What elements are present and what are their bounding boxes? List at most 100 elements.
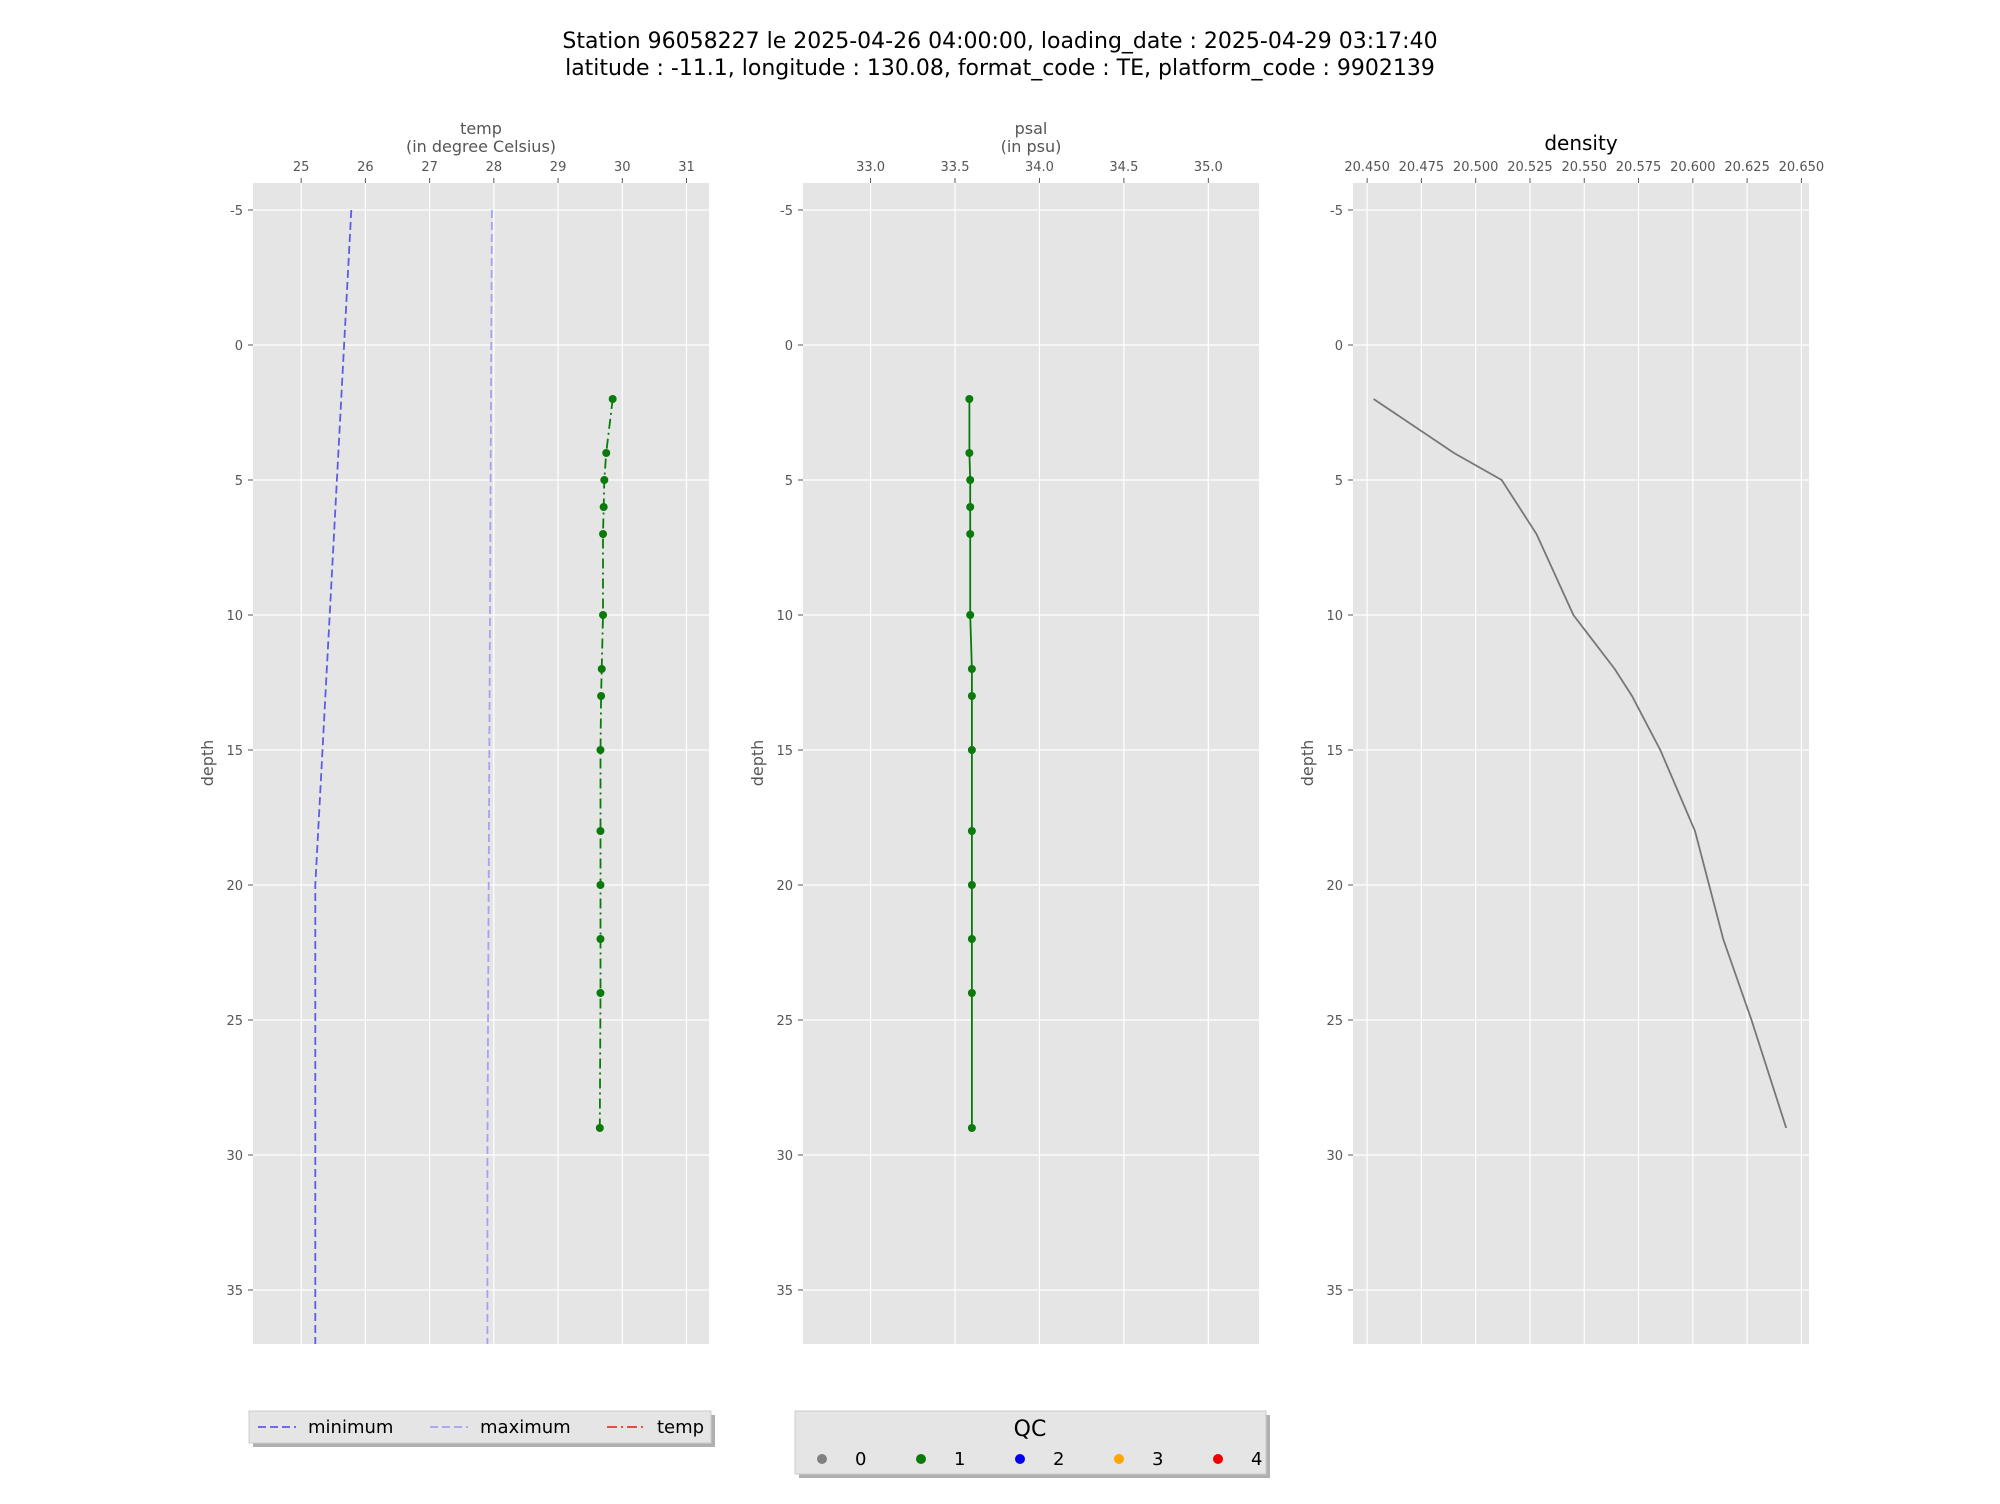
psal-x-tick-label: 33.5 [941, 160, 970, 175]
psal-data-point [966, 611, 975, 619]
density-y-tick-label: 5 [1335, 474, 1343, 489]
line-legend-box [248, 1410, 712, 1444]
density-x-tick-label: 20.500 [1453, 160, 1499, 175]
psal-data-point [967, 692, 976, 700]
figure-title-line1: Station 96058227 le 2025-04-26 04:00:00,… [562, 29, 1437, 54]
psal-data-point [967, 827, 976, 835]
psal-data-point [967, 881, 976, 889]
density-y-tick-label: -5 [1330, 204, 1343, 219]
maximum-legend-label: maximum [480, 1417, 571, 1438]
line-legend: minimum maximum temp [248, 1410, 715, 1447]
qc-4-legend-label: 4 [1251, 1449, 1262, 1470]
psal-data-point [967, 1124, 976, 1132]
temp-xlabel-line1: temp [460, 119, 502, 138]
psal-x-tick-label: 34.5 [1109, 160, 1138, 175]
psal-series-line [968, 399, 973, 1128]
temp-y-tick-label: 15 [226, 744, 243, 759]
qc-legend-title: QC [1014, 1417, 1047, 1442]
temp-data-point [596, 746, 605, 754]
psal-x-tick-label: 34.0 [1025, 160, 1054, 175]
psal-xlabel-line2: (in psu) [1001, 137, 1062, 156]
temp-data-point [599, 503, 608, 511]
temp-data-point [599, 611, 608, 619]
temp-plot-area [253, 183, 709, 1344]
psal-y-tick-label: 25 [776, 1014, 793, 1029]
density-x-tick-label: 20.575 [1616, 160, 1662, 175]
temp-x-tick-label: 28 [486, 160, 503, 175]
temp-y-tick-label: 35 [226, 1284, 243, 1299]
temp-y-tick-label: 5 [235, 474, 243, 489]
temp-x-tick-label: 26 [357, 160, 374, 175]
temp-x-tick-label: 30 [614, 160, 631, 175]
psal-y-tick-label: 10 [776, 609, 793, 624]
minimum-series-line [314, 209, 353, 1344]
maximum-series-line [486, 209, 493, 1344]
temp-data-point [600, 476, 609, 484]
density-x-tick-label: 20.475 [1399, 160, 1445, 175]
qc-3-legend-marker [1114, 1454, 1124, 1464]
density-plot-area [1353, 183, 1809, 1344]
temp-data-point [596, 989, 605, 997]
density-x-tick-label: 20.525 [1507, 160, 1553, 175]
temp-y-tick-label: 20 [226, 879, 243, 894]
minimum-legend-label: minimum [308, 1417, 393, 1438]
temp-y-tick-label: 25 [226, 1014, 243, 1029]
density-x-tick-label: 20.550 [1562, 160, 1608, 175]
psal-data-point [966, 530, 975, 538]
psal-y-tick-label: 20 [776, 879, 793, 894]
density-x-tick-label: 20.650 [1779, 160, 1825, 175]
temp-y-tick-label: 0 [235, 339, 243, 354]
temp-y-tick-label: -5 [230, 204, 243, 219]
psal-y-tick-label: 35 [776, 1284, 793, 1299]
psal-data-point [965, 449, 974, 457]
qc-1-legend-label: 1 [954, 1449, 965, 1470]
temp-x-tick-label: 31 [678, 160, 695, 175]
density-x-tick-label: 20.600 [1670, 160, 1716, 175]
qc-4-legend-marker [1213, 1454, 1223, 1464]
psal-panel: 33.0 33.5 34.0 34.5 35.0 -5 0 5 10 15 20 25 30 35 psa… [748, 119, 1259, 1344]
psal-data-point [966, 503, 975, 511]
temp-y-tick-label: 10 [226, 609, 243, 624]
qc-0-legend-label: 0 [855, 1449, 866, 1470]
density-series-line [1373, 398, 1788, 1129]
qc-legend: QC 0 1 2 3 4 [794, 1410, 1270, 1478]
temp-data-point [597, 692, 606, 700]
density-y-tick-label: 15 [1326, 744, 1343, 759]
temp-data-point [595, 1124, 604, 1132]
temp-x-tick-label: 29 [550, 160, 567, 175]
qc-2-legend-label: 2 [1053, 1449, 1064, 1470]
density-x-tick-label: 20.625 [1724, 160, 1770, 175]
temp-data-point [596, 827, 605, 835]
psal-data-point [967, 746, 976, 754]
qc-1-legend-marker [916, 1454, 926, 1464]
figure-title-line2: latitude : -11.1, longitude : 130.08, fo… [565, 56, 1435, 81]
density-y-tick-label: 10 [1326, 609, 1343, 624]
density-panel: 20.450 20.475 20.500 20.525 20.550 20.575 20.6… [1298, 131, 1824, 1344]
qc-2-legend-marker [1015, 1454, 1025, 1464]
density-y-tick-label: 0 [1335, 339, 1343, 354]
temp-x-tick-label: 25 [293, 160, 310, 175]
temp-data-point [597, 665, 606, 673]
psal-data-point [965, 395, 974, 403]
psal-plot-area [803, 183, 1259, 1344]
temp-data-point [599, 530, 608, 538]
qc-0-legend-marker [817, 1454, 827, 1464]
psal-data-point [967, 989, 976, 997]
temp-data-point [596, 881, 605, 889]
psal-xlabel-line1: psal [1015, 119, 1048, 138]
qc-3-legend-label: 3 [1152, 1449, 1163, 1470]
qc-legend-box [794, 1410, 1267, 1475]
psal-y-tick-label: 5 [785, 474, 793, 489]
temp-legend-label: temp [657, 1417, 704, 1438]
psal-x-tick-label: 35.0 [1194, 160, 1223, 175]
psal-x-tick-label: 33.0 [856, 160, 885, 175]
density-y-tick-label: 35 [1326, 1284, 1343, 1299]
psal-data-point [967, 665, 976, 673]
temp-panel: 25 26 27 28 29 30 31 -5 0 5 10 15 20 25 30 35 temp (in … [198, 119, 709, 1344]
density-y-tick-label: 30 [1326, 1149, 1343, 1164]
temp-x-tick-label: 27 [421, 160, 438, 175]
psal-y-tick-label: 15 [776, 744, 793, 759]
psal-data-point [967, 935, 976, 943]
temp-y-tick-label: 30 [226, 1149, 243, 1164]
temp-data-point [608, 395, 617, 403]
